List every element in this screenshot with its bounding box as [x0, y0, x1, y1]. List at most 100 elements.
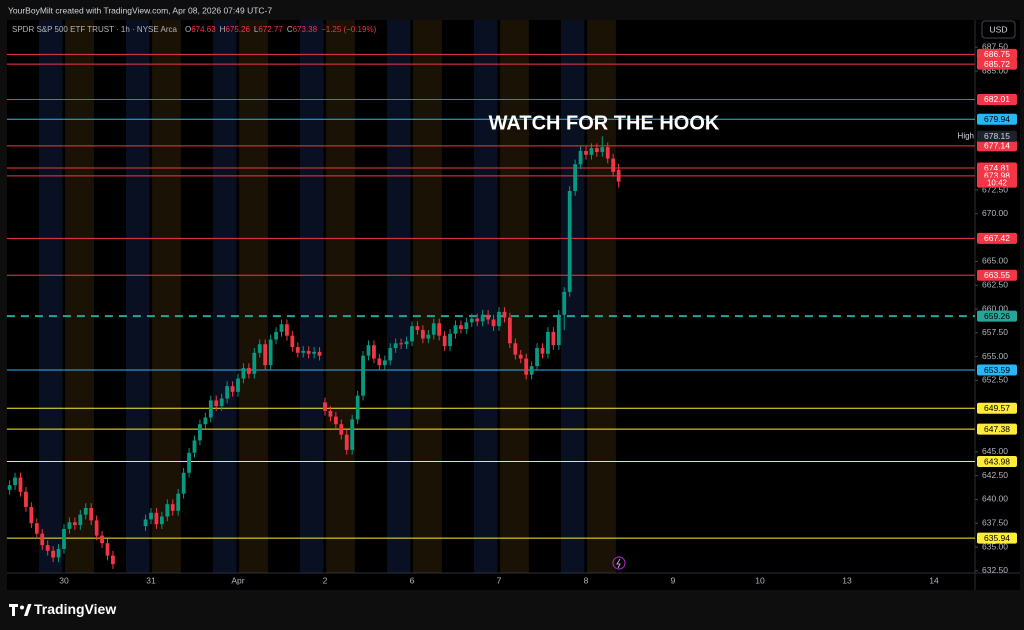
- x-tick-label: 31: [146, 575, 156, 585]
- countdown: 10:42: [987, 178, 1008, 187]
- y-tick-label: 662.50: [982, 279, 1008, 289]
- level-label: 649.57: [984, 403, 1010, 413]
- level-badge: [977, 456, 1017, 468]
- candle-body: [13, 477, 17, 486]
- level-label: 659.26: [984, 311, 1010, 321]
- candle-body: [257, 344, 262, 353]
- ohlc-label: L: [254, 25, 259, 34]
- candle-body: [40, 533, 45, 546]
- candle-body: [540, 348, 545, 354]
- candle-body: [100, 535, 104, 544]
- y-tick-label: 655.00: [982, 351, 1008, 361]
- ohlc-label: H: [220, 25, 226, 34]
- candle-body: [372, 345, 376, 359]
- candle-body: [208, 400, 213, 418]
- candle-body: [165, 504, 170, 517]
- y-tick-label: 660.00: [982, 303, 1008, 313]
- level-label: 643.98: [984, 456, 1010, 466]
- countdown-badge: [977, 177, 1017, 188]
- candle-body: [7, 485, 12, 490]
- candle-body: [170, 504, 175, 511]
- candle-body: [181, 472, 186, 494]
- y-tick-label: 665.00: [982, 256, 1008, 266]
- level-label: 635.94: [984, 533, 1010, 543]
- ohlc-label: C: [287, 25, 293, 34]
- candle-body: [198, 424, 202, 441]
- candle-body: [24, 491, 28, 508]
- level-badge: [977, 232, 1017, 244]
- brand-logo-mark: [9, 604, 18, 616]
- candle-body: [393, 343, 398, 349]
- postmarket-shade: [587, 20, 616, 573]
- candle-body: [328, 410, 333, 417]
- symbol-legend: SPDR S&P 500 ETF TRUST · 1h · NYSE Arca O…: [12, 25, 377, 34]
- candle-body: [513, 343, 518, 355]
- high-label: High: [958, 131, 974, 140]
- candle-body: [263, 344, 268, 366]
- candle-body: [246, 368, 251, 374]
- x-tick-label: 6: [410, 575, 415, 585]
- candle-body: [252, 352, 257, 374]
- candle-body: [67, 522, 72, 529]
- candle-body: [344, 434, 349, 450]
- level-badge: [977, 364, 1017, 376]
- axes: 632.50 635.00 637.50 640.00 642.50 645.00 652.…: [59, 41, 1017, 585]
- y-tick-label: 642.50: [982, 470, 1008, 480]
- candle-body: [442, 335, 447, 347]
- y-tick-label: 637.50: [982, 517, 1008, 527]
- candle-body: [18, 477, 23, 492]
- candles: [7, 136, 621, 569]
- level-badge: [977, 58, 1017, 70]
- candle-body: [105, 543, 110, 556]
- x-tick-label: 8: [584, 575, 589, 585]
- candle-body: [295, 347, 300, 353]
- candle-body: [111, 555, 115, 565]
- candle-body: [556, 314, 561, 346]
- plot-background: [7, 20, 975, 573]
- candle-body: [437, 323, 442, 336]
- level-badge: [977, 140, 1017, 152]
- y-tick-label: 640.00: [982, 494, 1008, 504]
- event-icon[interactable]: [612, 556, 626, 570]
- candle-body: [192, 440, 197, 453]
- candle-body: [62, 528, 66, 549]
- candle-body: [225, 386, 230, 399]
- ohlc-label: O: [185, 25, 191, 34]
- x-tick-label: Apr: [231, 575, 244, 585]
- candle-body: [149, 512, 153, 520]
- candle-body: [562, 291, 567, 315]
- premarket-shade: [560, 20, 585, 573]
- candle-body: [475, 318, 480, 322]
- candle-body: [203, 417, 208, 425]
- time-axis-background: [7, 573, 1020, 590]
- candle-body: [361, 355, 365, 396]
- levels: [6, 53, 975, 539]
- y-tick-label: 687.50: [982, 41, 1008, 51]
- candle-body: [584, 150, 588, 155]
- ohlc-value: 674.63: [191, 25, 216, 34]
- currency-button[interactable]: [981, 20, 1016, 39]
- y-tick-label: 685.00: [982, 65, 1008, 75]
- x-tick-label: 10: [755, 575, 765, 585]
- x-tick-label: 30: [59, 575, 69, 585]
- level-badge: [977, 93, 1017, 105]
- candle-body: [605, 147, 610, 159]
- candle-body: [507, 317, 512, 344]
- candle-body: [176, 493, 181, 511]
- candle-body: [388, 348, 393, 361]
- level-badge: [977, 423, 1017, 435]
- x-tick-label: 14: [929, 575, 939, 585]
- y-tick-label: 632.50: [982, 565, 1008, 575]
- event-icon-bolt: [616, 558, 621, 569]
- currency-label[interactable]: USD: [990, 24, 1008, 34]
- candle-body: [535, 348, 539, 367]
- candle-body: [333, 416, 338, 425]
- candle-body: [83, 507, 88, 515]
- candle-body: [415, 326, 420, 330]
- x-tick-label: 9: [671, 575, 676, 585]
- brand-logo: [9, 604, 32, 616]
- candle-body: [154, 512, 159, 525]
- session-shading: [38, 20, 616, 573]
- candle-body: [268, 339, 273, 366]
